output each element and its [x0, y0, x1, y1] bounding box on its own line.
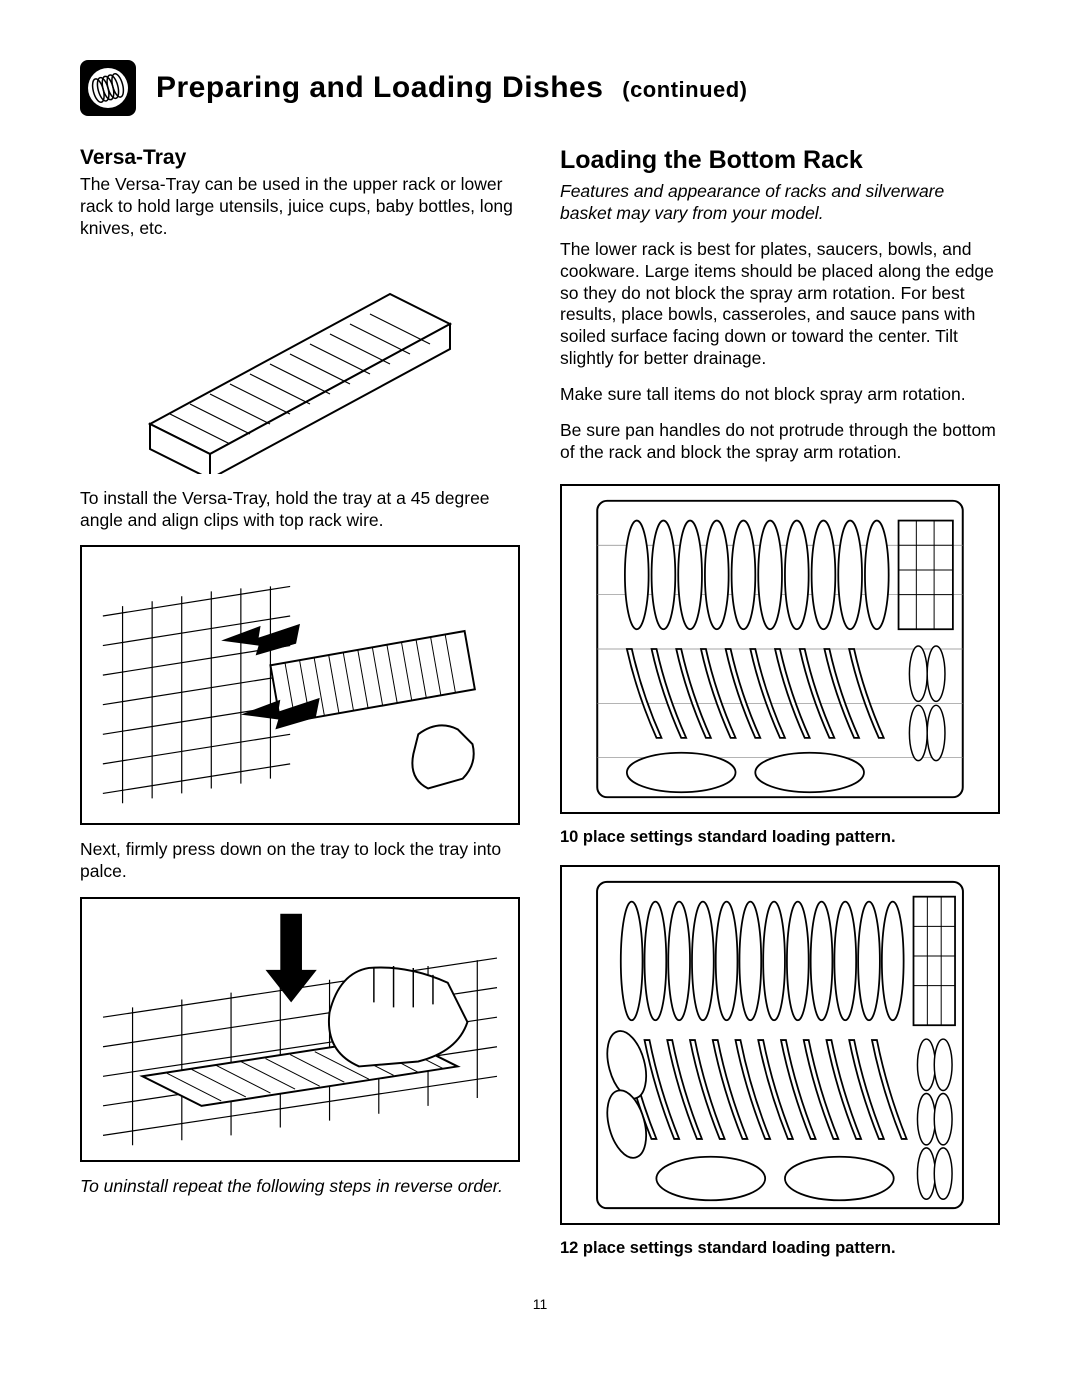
title-continued: (continued) [622, 77, 747, 102]
title-text: Preparing and Loading Dishes [156, 71, 603, 104]
lower-rack-p1: The lower rack is best for plates, sauce… [560, 239, 1000, 370]
features-note: Features and appearance of racks and sil… [560, 181, 1000, 225]
install-figure [80, 545, 520, 825]
caption-12: 12 place settings standard loading patte… [560, 1239, 1000, 1258]
versa-tray-figure [80, 254, 520, 474]
caption-10: 10 place settings standard loading patte… [560, 828, 1000, 847]
lower-rack-p3: Be sure pan handles do not protrude thro… [560, 420, 1000, 464]
page-number: 11 [80, 1296, 1000, 1312]
versa-tray-heading: Versa-Tray [80, 146, 520, 170]
press-text: Next, firmly press down on the tray to l… [80, 839, 520, 883]
right-column: Loading the Bottom Rack Features and app… [560, 146, 1000, 1276]
page-header: Preparing and Loading Dishes (continued) [80, 60, 1000, 116]
dishes-icon [80, 60, 136, 116]
page: Preparing and Loading Dishes (continued)… [0, 0, 1080, 1352]
rack-10-figure [560, 484, 1000, 814]
versa-tray-intro: The Versa-Tray can be used in the upper … [80, 174, 520, 240]
lower-rack-p2: Make sure tall items do not block spray … [560, 384, 1000, 406]
rack-12-figure [560, 865, 1000, 1225]
install-text: To install the Versa-Tray, hold the tray… [80, 488, 520, 532]
bottom-rack-heading: Loading the Bottom Rack [560, 146, 1000, 175]
page-title: Preparing and Loading Dishes (continued) [156, 71, 748, 105]
press-figure [80, 897, 520, 1162]
uninstall-note: To uninstall repeat the following steps … [80, 1176, 520, 1198]
left-column: Versa-Tray The Versa-Tray can be used in… [80, 146, 520, 1276]
columns: Versa-Tray The Versa-Tray can be used in… [80, 146, 1000, 1276]
